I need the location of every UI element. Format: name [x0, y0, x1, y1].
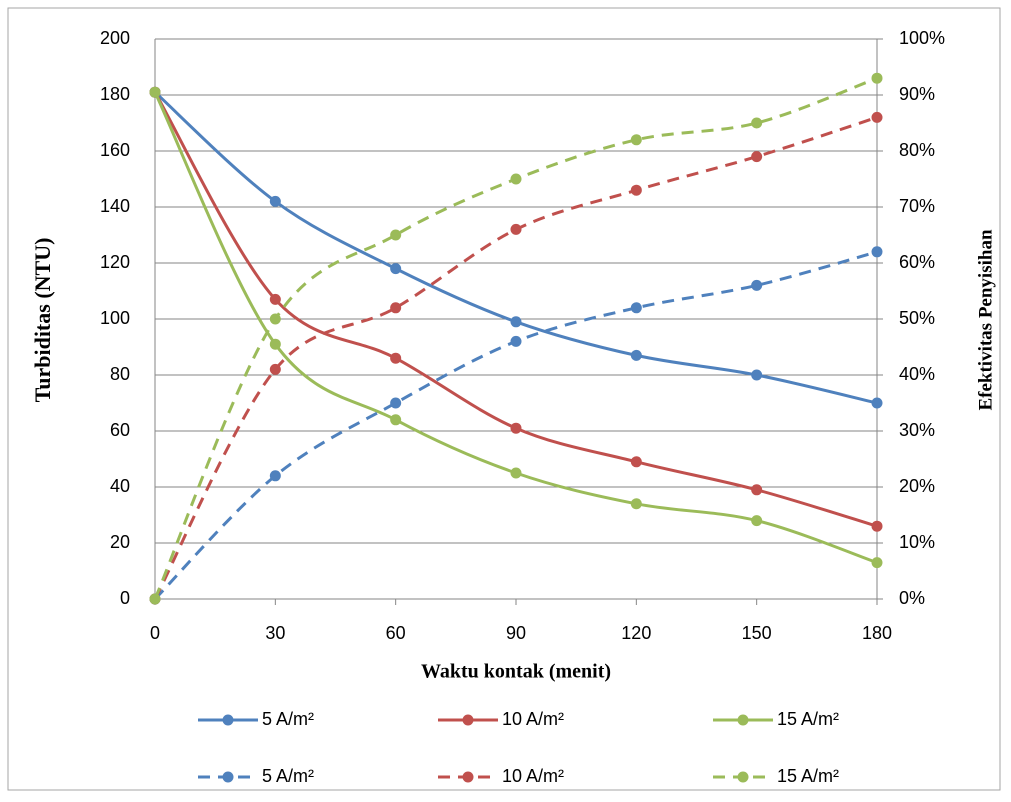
legend-label: 10 A/m²	[502, 766, 564, 786]
y2-tick-label: 20%	[899, 476, 935, 496]
y-tick-label: 60	[110, 420, 130, 440]
data-point	[872, 557, 883, 568]
y2-tick-label: 40%	[899, 364, 935, 384]
data-point	[150, 594, 161, 605]
data-point	[390, 302, 401, 313]
data-point	[872, 73, 883, 84]
data-point	[511, 468, 522, 479]
data-point	[270, 294, 281, 305]
y2-tick-label: 60%	[899, 252, 935, 272]
data-point	[390, 414, 401, 425]
y-tick-label: 180	[100, 84, 130, 104]
data-point	[511, 316, 522, 327]
x-tick-label: 60	[386, 623, 406, 643]
legend-marker	[463, 772, 474, 783]
legend-label: 5 A/m²	[262, 766, 314, 786]
y-tick-label: 0	[120, 588, 130, 608]
legend-label: 10 A/m²	[502, 709, 564, 729]
data-point	[270, 339, 281, 350]
x-tick-label: 150	[742, 623, 772, 643]
y-tick-label: 120	[100, 252, 130, 272]
data-point	[390, 398, 401, 409]
data-point	[631, 134, 642, 145]
data-point	[511, 174, 522, 185]
y2-tick-label: 80%	[899, 140, 935, 160]
data-point	[631, 185, 642, 196]
y-tick-label: 20	[110, 532, 130, 552]
data-point	[751, 118, 762, 129]
y-tick-label: 140	[100, 196, 130, 216]
data-point	[270, 364, 281, 375]
data-point	[511, 336, 522, 347]
legend-label: 15 A/m²	[777, 709, 839, 729]
data-point	[872, 112, 883, 123]
data-point	[751, 484, 762, 495]
data-point	[631, 456, 642, 467]
x-tick-label: 180	[862, 623, 892, 643]
y-tick-label: 160	[100, 140, 130, 160]
y-axis-title: Turbiditas (NTU)	[30, 238, 55, 403]
y2-tick-label: 30%	[899, 420, 935, 440]
legend-marker	[223, 715, 234, 726]
legend-label: 15 A/m²	[777, 766, 839, 786]
data-point	[390, 353, 401, 364]
data-point	[511, 224, 522, 235]
legend-marker	[738, 715, 749, 726]
data-point	[390, 230, 401, 241]
data-point	[872, 521, 883, 532]
legend-marker	[738, 772, 749, 783]
data-point	[270, 314, 281, 325]
data-point	[751, 280, 762, 291]
data-point	[270, 196, 281, 207]
data-point	[872, 246, 883, 257]
y-tick-label: 80	[110, 364, 130, 384]
data-point	[751, 151, 762, 162]
x-axis-title: Waktu kontak (menit)	[421, 661, 611, 683]
y2-tick-label: 10%	[899, 532, 935, 552]
x-tick-label: 30	[265, 623, 285, 643]
data-point	[872, 398, 883, 409]
data-point	[751, 515, 762, 526]
data-point	[150, 87, 161, 98]
y2-tick-label: 70%	[899, 196, 935, 216]
x-tick-label: 120	[621, 623, 651, 643]
data-point	[270, 470, 281, 481]
chart: Turbiditas (NTU) Efektivitas Penyisihan …	[0, 0, 1011, 802]
x-tick-label: 0	[150, 623, 160, 643]
y2-axis-title: Efektivitas Penyisihan	[975, 229, 996, 410]
y-tick-label: 100	[100, 308, 130, 328]
legend-marker	[223, 772, 234, 783]
legend-marker	[463, 715, 474, 726]
y2-tick-label: 50%	[899, 308, 935, 328]
y2-tick-label: 100%	[899, 28, 945, 48]
legend-label: 5 A/m²	[262, 709, 314, 729]
y2-tick-label: 90%	[899, 84, 935, 104]
y-tick-label: 200	[100, 28, 130, 48]
data-point	[751, 370, 762, 381]
data-point	[390, 263, 401, 274]
y-tick-label: 40	[110, 476, 130, 496]
y2-tick-label: 0%	[899, 588, 925, 608]
data-point	[631, 302, 642, 313]
x-tick-label: 90	[506, 623, 526, 643]
data-point	[631, 498, 642, 509]
data-point	[511, 423, 522, 434]
data-point	[631, 350, 642, 361]
